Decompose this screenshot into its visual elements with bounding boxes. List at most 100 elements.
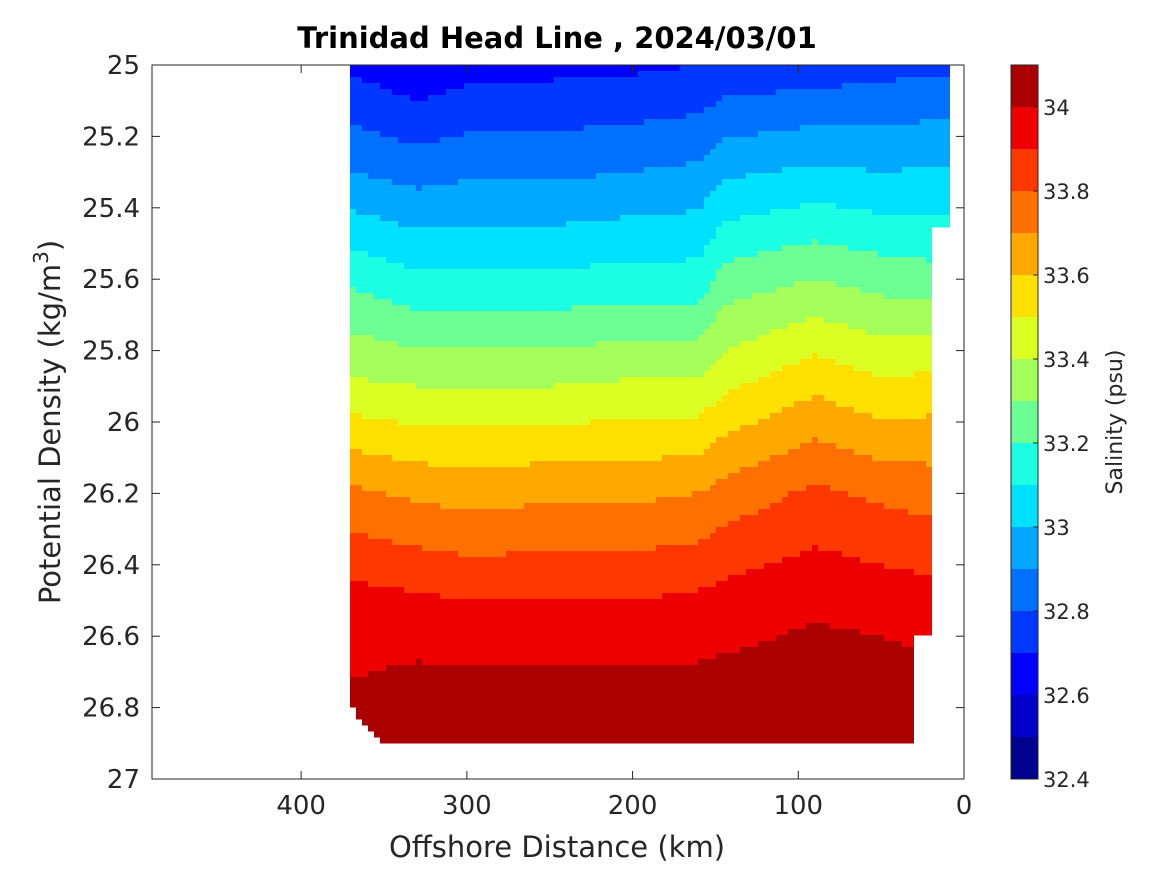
contour-cell [716, 101, 950, 108]
contour-cell [350, 677, 914, 684]
contour-cell [398, 419, 590, 426]
contour-cell [350, 407, 704, 414]
contour-cell [416, 383, 554, 390]
contour-cell [722, 137, 950, 144]
contour-cell [758, 131, 950, 138]
y-tick-label: 26.6 [82, 622, 140, 652]
contour-cell [884, 503, 932, 510]
contour-cell [380, 215, 620, 222]
contour-cell [350, 263, 404, 270]
contour-cell [410, 497, 656, 504]
contour-cell [368, 533, 710, 540]
contour-cell [350, 155, 704, 162]
contour-cell [884, 293, 932, 300]
contour-cell [572, 305, 722, 312]
x-tick-label: 400 [276, 791, 326, 821]
contour-cell [644, 119, 920, 126]
contour-cell [350, 341, 398, 348]
contour-cell [842, 83, 950, 90]
colorbar-band [1011, 149, 1038, 191]
contour-cell [350, 689, 914, 696]
y-axis-label-main: Potential Density (kg/m [33, 264, 67, 604]
contour-cell [740, 425, 932, 432]
contour-cell [794, 401, 836, 408]
contour-cell [704, 245, 782, 252]
colorbar-band [1011, 275, 1038, 317]
contour-cell [428, 95, 722, 102]
contour-cell [416, 659, 422, 666]
contour-cell [350, 419, 398, 426]
contour-cell [404, 587, 698, 594]
contour-cell [356, 707, 914, 714]
contour-cell [350, 575, 728, 582]
contour-bands [350, 65, 950, 744]
contour-cell [446, 89, 776, 96]
contour-cell [698, 587, 932, 594]
contour-cell [584, 125, 800, 132]
contour-cell [350, 293, 374, 300]
contour-cell [704, 251, 758, 258]
contour-cell [350, 527, 716, 534]
contour-cell [350, 65, 680, 72]
contour-cell [722, 305, 932, 312]
y-tick-label: 26.4 [82, 551, 140, 581]
contour-cell [824, 395, 932, 402]
contour-cell [800, 551, 842, 558]
contour-cell [350, 299, 392, 306]
contour-cell [350, 353, 722, 360]
contour-cell [770, 329, 866, 336]
contour-cell [710, 365, 782, 372]
contour-cell [770, 413, 872, 420]
contour-cell [824, 317, 932, 324]
contour-cell [350, 599, 932, 606]
contour-cell [350, 635, 776, 642]
contour-cell [812, 239, 818, 246]
contour-cell [386, 257, 686, 264]
contour-cell [782, 497, 866, 504]
contour-cell [716, 359, 800, 366]
contour-cell [716, 233, 932, 240]
contour-cell [458, 179, 722, 186]
contour-cell [350, 149, 710, 156]
contour-cell [380, 131, 464, 138]
contour-cell [350, 629, 788, 636]
y-tick-label: 25.4 [82, 194, 140, 224]
contour-cell [350, 161, 686, 168]
contour-cell [350, 221, 398, 228]
contour-cell [800, 443, 836, 450]
contour-cell [758, 335, 932, 342]
contour-cell [782, 245, 848, 252]
contour-cell [848, 245, 932, 252]
contour-cell [350, 137, 398, 144]
contour-cell [350, 473, 728, 480]
contour-cell [836, 401, 932, 408]
colorbar-tick-label: 33.4 [1043, 348, 1090, 372]
contour-cell [350, 329, 704, 336]
y-axis-label-tail: ) [33, 240, 67, 251]
contour-cell [416, 185, 422, 192]
x-tick-label: 100 [773, 791, 823, 821]
contour-cell [698, 659, 914, 666]
contour-cell [350, 605, 932, 612]
contour-cell [362, 449, 704, 456]
contour-cell [350, 131, 380, 138]
contour-cell [350, 623, 806, 630]
contour-cell [716, 269, 932, 276]
contour-cell [860, 287, 932, 294]
contour-cell [350, 431, 728, 438]
contour-cell [350, 269, 716, 276]
contour-cell [350, 503, 440, 510]
contour-cell [554, 77, 896, 84]
contour-cell [374, 293, 704, 300]
contour-cell [854, 365, 932, 372]
contour-cell [692, 491, 788, 498]
contour-cell [350, 359, 716, 366]
contour-cell [788, 491, 848, 498]
contour-cell [776, 287, 860, 294]
contour-cell [812, 353, 818, 360]
y-axis-label: Potential Density (kg/m3) [29, 240, 67, 604]
contour-cell [866, 329, 932, 336]
contour-cell [350, 71, 638, 78]
contour-cell [656, 497, 782, 504]
y-axis-ticks: 25 25.2 25.4 25.6 25.8 26 26.2 26.4 26.6 26.8 27 [82, 51, 964, 795]
